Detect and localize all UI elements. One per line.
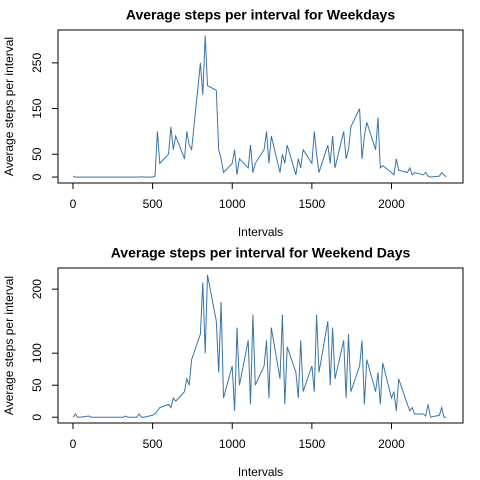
x-tick-label: 1000 [219,197,246,211]
x-tick-label: 500 [143,437,163,451]
x-tick-label: 0 [70,437,77,451]
plot-box [57,29,464,184]
y-axis-label: Average steps per interval [2,276,16,415]
x-tick-label: 2000 [378,437,405,451]
x-tick-label: 1500 [299,437,326,451]
y-tick-label: 0 [30,173,44,180]
y-tick-label: 150 [30,98,44,118]
chart-title: Average steps per interval for Weekdays [126,7,395,23]
x-tick-label: 2000 [378,197,405,211]
y-axis-label: Average steps per interval [2,37,16,176]
chart-title: Average steps per interval for Weekend D… [111,245,411,261]
x-tick-label: 0 [70,197,77,211]
data-line [72,274,447,418]
x-tick-label: 500 [143,197,163,211]
x-axis-label: Intervals [238,225,283,239]
y-tick-label: 50 [30,147,44,161]
y-tick-label: 250 [30,53,44,73]
x-tick-label: 1500 [299,197,326,211]
y-tick-label: 100 [30,343,44,363]
y-tick-label: 50 [30,378,44,392]
y-tick-label: 0 [30,414,44,421]
plot-box [57,267,464,424]
x-axis-label: Intervals [238,465,283,479]
y-tick-label: 200 [30,279,44,299]
data-line [72,35,447,178]
x-tick-label: 1000 [219,437,246,451]
